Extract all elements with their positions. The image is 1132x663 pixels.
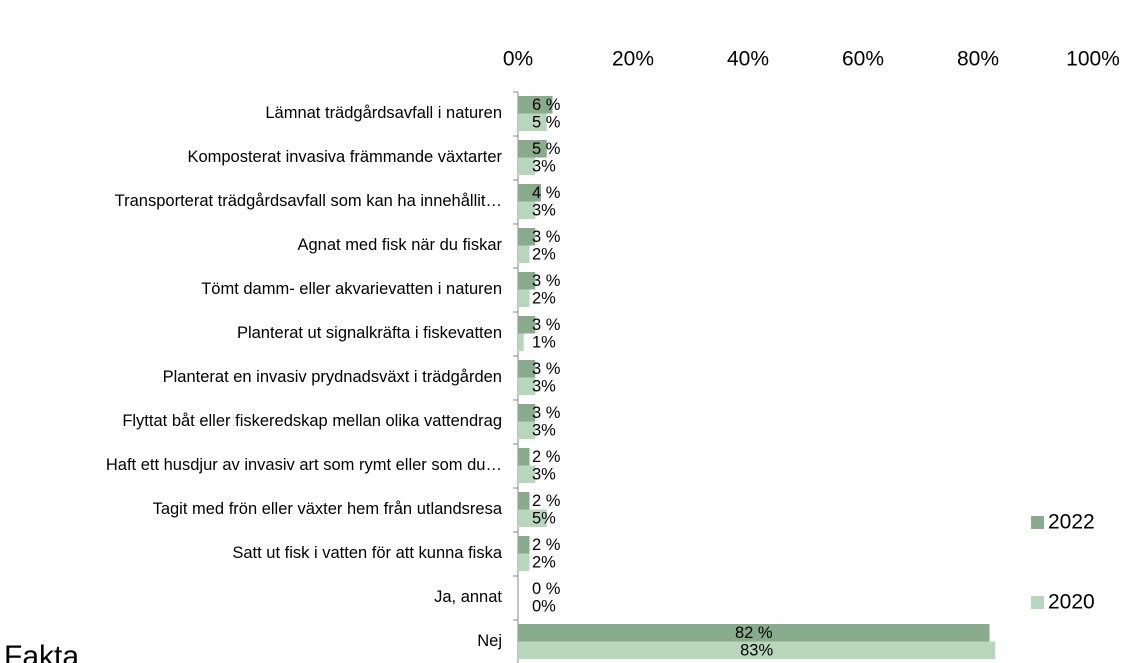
data-label: 2 % bbox=[532, 448, 561, 466]
bar bbox=[518, 333, 524, 351]
bar bbox=[518, 184, 541, 202]
bar bbox=[518, 553, 530, 571]
data-label: 1% bbox=[532, 334, 556, 352]
bar bbox=[518, 377, 536, 395]
y-tick-label: Flyttat båt eller fiskeredskap mellan ol… bbox=[122, 412, 502, 430]
x-tick-label: 100% bbox=[1066, 48, 1120, 71]
bar bbox=[518, 96, 553, 114]
bar bbox=[518, 272, 536, 290]
x-tick-label: 40% bbox=[727, 48, 769, 71]
x-tick-label: 60% bbox=[842, 48, 884, 71]
y-tick-label: Planterat en invasiv prydnadsväxt i träd… bbox=[163, 368, 502, 386]
bar bbox=[518, 228, 536, 246]
bar bbox=[518, 289, 530, 307]
y-tick-label: Haft ett husdjur av invasiv art som rymt… bbox=[106, 456, 502, 474]
bar bbox=[518, 245, 530, 263]
data-label: 2% bbox=[532, 290, 556, 308]
bar bbox=[518, 492, 530, 510]
y-tick-label: Transporterat trädgårdsavfall som kan ha… bbox=[115, 192, 502, 210]
data-label: 4 % bbox=[532, 184, 561, 202]
data-label: 5 % bbox=[532, 140, 561, 158]
data-label: 3% bbox=[532, 422, 556, 440]
y-tick-label: Planterat ut signalkräfta i fiskevatten bbox=[237, 324, 502, 342]
data-label: 2% bbox=[532, 246, 556, 264]
x-tick-label: 20% bbox=[612, 48, 654, 71]
legend-label: 2020 bbox=[1048, 591, 1095, 614]
bar bbox=[518, 641, 996, 659]
bar bbox=[518, 113, 547, 131]
y-tick-label: Nej bbox=[477, 632, 502, 650]
bar bbox=[518, 360, 536, 378]
legend-label: 2022 bbox=[1048, 511, 1095, 534]
data-label: 0% bbox=[532, 598, 556, 616]
data-label: 2 % bbox=[532, 492, 561, 510]
y-tick-label: Lämnat trädgårdsavfall i naturen bbox=[265, 104, 502, 122]
data-label: 2% bbox=[532, 554, 556, 572]
data-label: 3 % bbox=[532, 316, 561, 334]
data-label: 2 % bbox=[532, 536, 561, 554]
data-label: 3% bbox=[532, 378, 556, 396]
bar bbox=[518, 448, 530, 466]
bar bbox=[518, 140, 547, 158]
bar bbox=[518, 465, 536, 483]
y-tick-label: Satt ut fisk i vatten för att kunna fisk… bbox=[232, 544, 502, 562]
data-label: 0 % bbox=[532, 580, 561, 598]
bar bbox=[518, 421, 536, 439]
y-tick-label: Tagit med frön eller växter hem från utl… bbox=[153, 500, 503, 518]
data-label: 5% bbox=[532, 510, 556, 528]
data-label: 3% bbox=[532, 466, 556, 484]
y-tick-label: Agnat med fisk när du fiskar bbox=[297, 236, 502, 254]
x-tick-label: 80% bbox=[957, 48, 999, 71]
y-tick-label: Ja, annat bbox=[434, 588, 502, 606]
data-label: 3% bbox=[532, 158, 556, 176]
data-label: 6 % bbox=[532, 96, 561, 114]
data-label: 3 % bbox=[532, 360, 561, 378]
legend-swatch bbox=[1031, 516, 1044, 529]
bar bbox=[518, 201, 536, 219]
x-tick-label: 0% bbox=[503, 48, 533, 71]
y-tick-label: Tömt damm- eller akvarievatten i naturen bbox=[201, 280, 502, 298]
bar bbox=[518, 157, 536, 175]
data-label: 83% bbox=[740, 642, 773, 660]
data-label: 3% bbox=[532, 202, 556, 220]
bar bbox=[518, 404, 536, 422]
data-label: 3 % bbox=[532, 404, 561, 422]
legend-swatch bbox=[1031, 596, 1044, 609]
annotation: Fakta bbox=[4, 640, 79, 663]
bar bbox=[518, 509, 547, 527]
y-tick-label: Komposterat invasiva främmande växtarter bbox=[187, 148, 502, 166]
data-label: 5 % bbox=[532, 114, 561, 132]
data-label: 82 % bbox=[735, 624, 773, 642]
bar bbox=[518, 536, 530, 554]
bar bbox=[518, 316, 536, 334]
bar bbox=[518, 624, 990, 642]
data-label: 3 % bbox=[532, 228, 561, 246]
data-label: 3 % bbox=[532, 272, 561, 290]
